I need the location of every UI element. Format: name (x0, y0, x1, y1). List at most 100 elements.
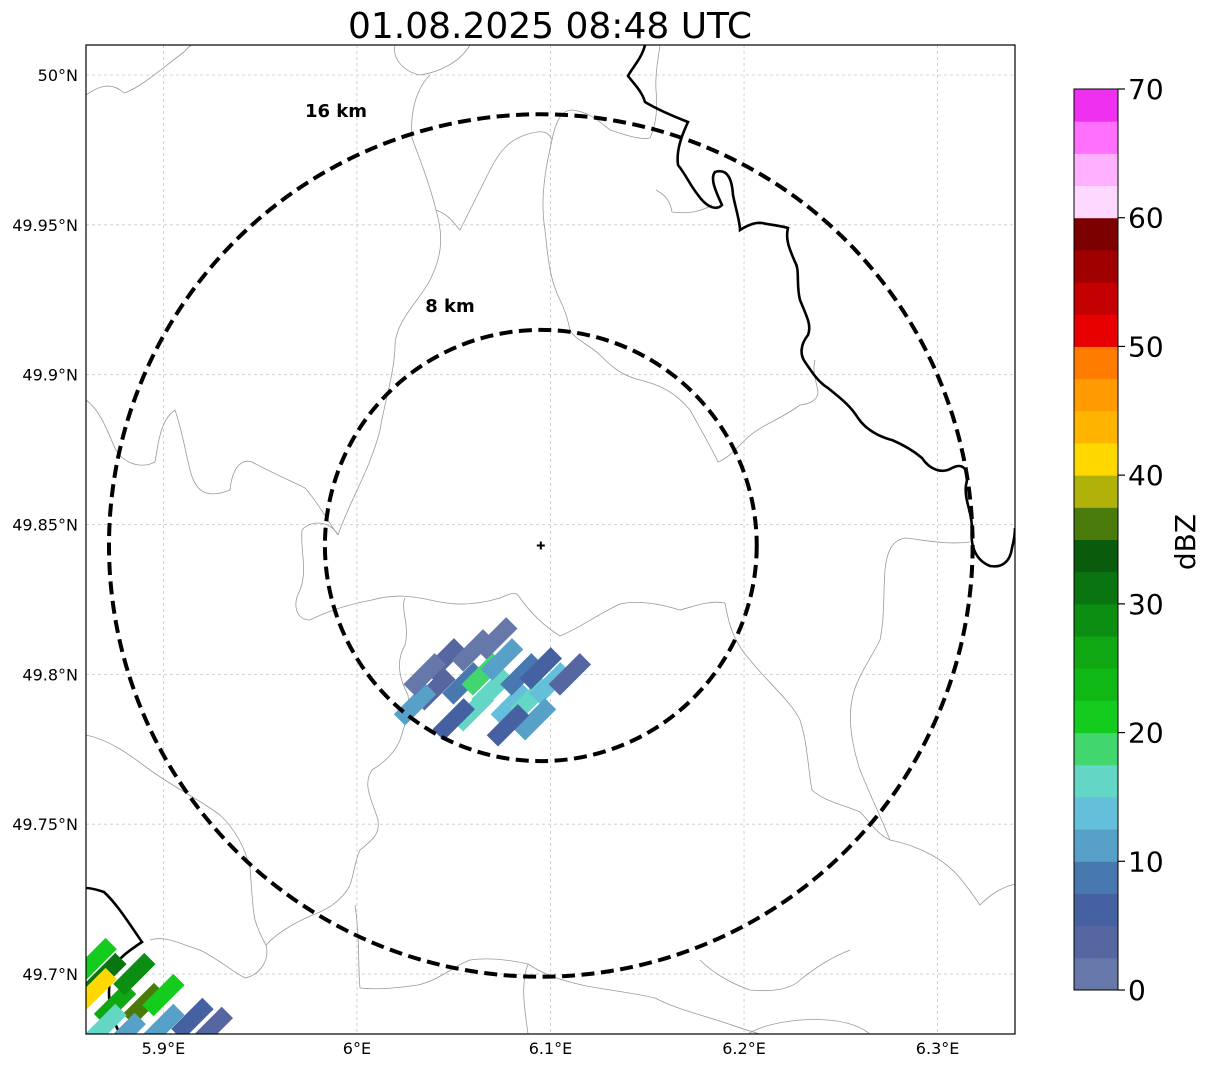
municipal-boundary (394, 45, 471, 76)
colorbar-swatch (1074, 732, 1118, 766)
echo-cell (113, 952, 156, 996)
lon-tick-label: 6.2°E (722, 1039, 766, 1058)
lon-tick-label: 5.9°E (142, 1039, 186, 1058)
echo-cell (432, 698, 475, 741)
latitude-tick-labels: 50°N 49.95°N 49.9°N 49.85°N 49.8°N 49.75°N 49.… (12, 66, 78, 984)
colorbar-swatch (1074, 378, 1118, 412)
lat-tick-label: 49.95°N (12, 216, 78, 235)
colorbar-swatch (1074, 796, 1118, 830)
colorbar-swatch (1074, 442, 1118, 476)
range-ring-8km (322, 327, 759, 764)
colorbar-tick-label: 70 (1128, 73, 1164, 106)
colorbar-swatch (1074, 217, 1118, 251)
echo-cell (486, 704, 530, 747)
lat-tick-label: 50°N (38, 66, 78, 85)
lon-tick-label: 6°E (343, 1039, 371, 1058)
municipal-boundary (86, 734, 268, 979)
colorbar-frame (1073, 88, 1119, 991)
echo-cell (171, 997, 214, 1034)
national-border (626, 45, 1015, 568)
echo-cell (500, 653, 543, 696)
municipal-boundary (747, 1019, 871, 1034)
lat-tick-label: 49.7°N (22, 965, 78, 984)
echo-cell (513, 698, 557, 741)
lat-tick-label: 49.9°N (22, 366, 78, 385)
echo-cell (480, 638, 524, 681)
colorbar-swatch (1074, 764, 1118, 798)
echo-cell (86, 937, 117, 981)
gridlines (86, 45, 1015, 1034)
municipal-boundary (850, 537, 971, 841)
colorbar-tick-label: 60 (1128, 202, 1164, 235)
echo-cell (548, 653, 592, 696)
colorbar-swatch (1074, 507, 1118, 540)
lat-tick-label: 49.8°N (22, 665, 78, 684)
map-area: 16 km 8 km (85, 44, 1016, 1035)
echo-cell (490, 683, 534, 726)
lat-tick-label: 49.85°N (12, 516, 78, 535)
colorbar-tick-label: 0 (1128, 974, 1146, 1007)
longitude-tick-labels: 5.9°E 6°E 6.1°E 6.2°E 6.3°E (142, 1039, 960, 1058)
colorbar-swatches (1074, 89, 1118, 991)
map-title: 01.08.2025 08:48 UTC (348, 6, 752, 47)
colorbar-tick-label: 50 (1128, 330, 1164, 363)
colorbar-swatch (1074, 700, 1118, 734)
echo-cell (190, 1006, 234, 1034)
echo-cell (393, 683, 437, 726)
colorbar-swatch (1074, 571, 1118, 605)
colorbar-swatch (1074, 636, 1118, 669)
colorbar-swatch (1074, 475, 1118, 508)
colorbar-label: dBZ (1169, 514, 1202, 570)
municipal-boundary (295, 522, 726, 637)
colorbar-swatch (1074, 893, 1118, 927)
colorbar-swatch (1074, 668, 1118, 701)
lat-tick-label: 49.75°N (12, 815, 78, 834)
colorbar: 0 10 20 30 40 50 60 70 dBZ (1073, 73, 1202, 1007)
echo-cell (103, 1012, 146, 1034)
municipal-boundary (265, 694, 409, 946)
basemap-lines (86, 45, 1015, 1034)
echo-cell (142, 973, 185, 1017)
colorbar-swatch (1074, 539, 1118, 573)
range-ring-label-8km: 8 km (425, 296, 475, 317)
range-rings: 16 km 8 km (106, 101, 975, 979)
colorbar-tick-label: 10 (1128, 845, 1164, 878)
map-frame (85, 44, 1016, 1035)
colorbar-swatch (1074, 153, 1118, 187)
reflectivity-echoes (86, 617, 592, 1034)
municipal-boundary (399, 597, 409, 696)
colorbar-swatch (1074, 861, 1118, 894)
colorbar-swatch (1074, 89, 1118, 122)
lon-tick-label: 6.1°E (529, 1039, 573, 1058)
range-ring-label-16km: 16 km (305, 101, 367, 122)
municipal-boundary (523, 963, 529, 1034)
colorbar-swatch (1074, 957, 1118, 991)
range-ring-16km (106, 112, 975, 979)
colorbar-swatch (1074, 185, 1118, 219)
colorbar-tick-label: 20 (1128, 717, 1164, 750)
echo-cell (86, 967, 117, 1011)
municipal-boundary (655, 189, 713, 214)
municipal-boundary (86, 45, 193, 96)
municipal-boundary (435, 131, 553, 231)
colorbar-tick-label: 30 (1128, 588, 1164, 621)
colorbar-swatch (1074, 249, 1118, 283)
echo-cell (86, 1003, 127, 1034)
echo-cell (403, 653, 446, 696)
colorbar-swatch (1074, 314, 1118, 347)
lon-tick-label: 6.3°E (916, 1039, 960, 1058)
colorbar-swatch (1074, 282, 1118, 315)
municipal-boundary (337, 74, 442, 536)
colorbar-swatch (1074, 829, 1118, 862)
colorbar-ticks: 0 10 20 30 40 50 60 70 (1118, 73, 1164, 1007)
radar-center-marker (536, 541, 545, 550)
colorbar-swatch (1074, 603, 1118, 637)
colorbar-swatch (1074, 925, 1118, 959)
municipal-boundary (699, 949, 851, 992)
municipal-boundary (551, 45, 661, 141)
echo-cell (519, 647, 563, 690)
colorbar-swatch (1074, 121, 1118, 154)
echo-cell (475, 617, 518, 660)
municipal-boundary (724, 602, 1015, 906)
